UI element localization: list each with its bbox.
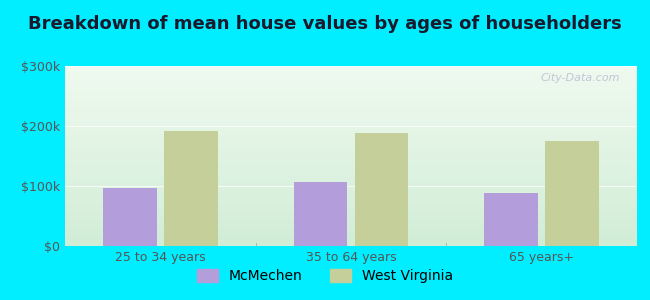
Bar [294, 182, 347, 246]
Bar [545, 141, 599, 246]
Bar [355, 133, 408, 246]
Bar [164, 131, 218, 246]
Text: Breakdown of mean house values by ages of householders: Breakdown of mean house values by ages o… [28, 15, 622, 33]
Text: City-Data.com: City-Data.com [540, 73, 620, 83]
Bar [103, 188, 157, 246]
Legend: McMechen, West Virginia: McMechen, West Virginia [190, 262, 460, 290]
Bar [484, 193, 538, 246]
